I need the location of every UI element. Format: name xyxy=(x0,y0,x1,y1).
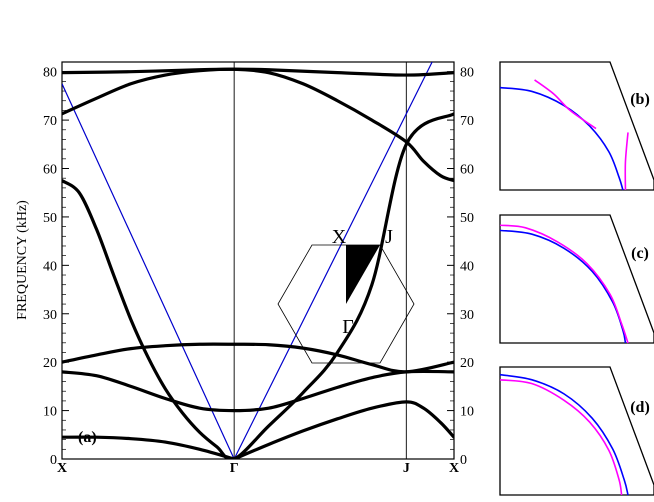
panel-label: (b) xyxy=(630,91,650,108)
y-tick-label-right: 50 xyxy=(460,211,474,226)
sound-lines xyxy=(62,62,433,459)
x-symmetry-label: J xyxy=(403,461,410,476)
magenta-contour xyxy=(624,132,629,191)
phonon-band xyxy=(62,112,454,459)
phonon-band xyxy=(62,435,236,459)
phonon-band xyxy=(62,369,454,413)
panel-frame xyxy=(499,61,654,191)
sound-line xyxy=(62,62,433,459)
y-tick-label-right: 30 xyxy=(460,308,474,323)
blue-contour xyxy=(499,86,624,191)
y-tick-label-left: 50 xyxy=(43,211,57,226)
magenta-contour xyxy=(499,379,623,496)
y-tick-label-right: 20 xyxy=(460,356,474,371)
main-plot-frame xyxy=(61,61,455,460)
y-axis-right-ticks: 0 10 20 30 40 50 60 70 80 xyxy=(447,66,474,468)
y-tick-label-right: 0 xyxy=(460,453,467,468)
y-tick-label-right: 80 xyxy=(460,66,474,81)
panel-label: (d) xyxy=(630,399,650,416)
phonon-band xyxy=(62,67,454,77)
minor-ticks xyxy=(62,61,454,450)
phonon-band xyxy=(62,67,454,183)
phonon-bands xyxy=(62,67,454,459)
y-tick-label-left: 10 xyxy=(43,405,57,420)
magenta-contour xyxy=(499,224,629,344)
panel-label-a: (a) xyxy=(78,429,97,446)
y-tick-label-right: 70 xyxy=(460,114,474,129)
isofrequency-panel-d: (d) xyxy=(499,366,654,496)
blue-contour xyxy=(499,373,629,496)
inset-label-x: X xyxy=(332,226,347,248)
y-tick-label-right: 10 xyxy=(460,405,474,420)
isofrequency-panel-b: (b) xyxy=(499,61,654,191)
y-axis-left-ticks: 0 10 20 30 40 50 60 70 80 xyxy=(43,66,69,468)
y-tick-label-left: 80 xyxy=(43,66,57,81)
isofrequency-panel-c: (c) xyxy=(499,214,654,344)
y-tick-label-right: 40 xyxy=(460,259,474,274)
magenta-contour xyxy=(534,79,597,130)
y-axis-label: FREQUENCY (kHz) xyxy=(15,200,30,320)
blue-contour xyxy=(499,229,627,344)
inset-label-gamma: Γ xyxy=(342,316,354,338)
y-tick-label-left: 40 xyxy=(43,259,57,274)
panel-label: (c) xyxy=(631,245,649,262)
symmetry-point-lines xyxy=(233,62,407,459)
isofrequency-panels: (b) (c) (d) xyxy=(499,61,654,496)
inset-label-j: J xyxy=(385,226,393,248)
x-symmetry-label: Γ xyxy=(230,461,239,476)
panel-frame xyxy=(499,214,654,344)
x-symmetry-label: X xyxy=(57,461,67,476)
panel-frame xyxy=(499,366,654,496)
y-tick-label-left: 70 xyxy=(43,114,57,129)
y-tick-label-left: 60 xyxy=(43,163,57,178)
y-tick-label-right: 60 xyxy=(460,163,474,178)
phonon-band xyxy=(62,342,454,374)
x-symmetry-label: X xyxy=(449,461,459,476)
irreducible-wedge xyxy=(346,245,380,304)
y-tick-label-left: 20 xyxy=(43,356,57,371)
y-tick-label-left: 30 xyxy=(43,308,57,323)
phonon-band xyxy=(232,400,454,459)
brillouin-zone-inset: X J Γ xyxy=(277,226,415,364)
y-tick-label-left: 0 xyxy=(50,453,57,468)
